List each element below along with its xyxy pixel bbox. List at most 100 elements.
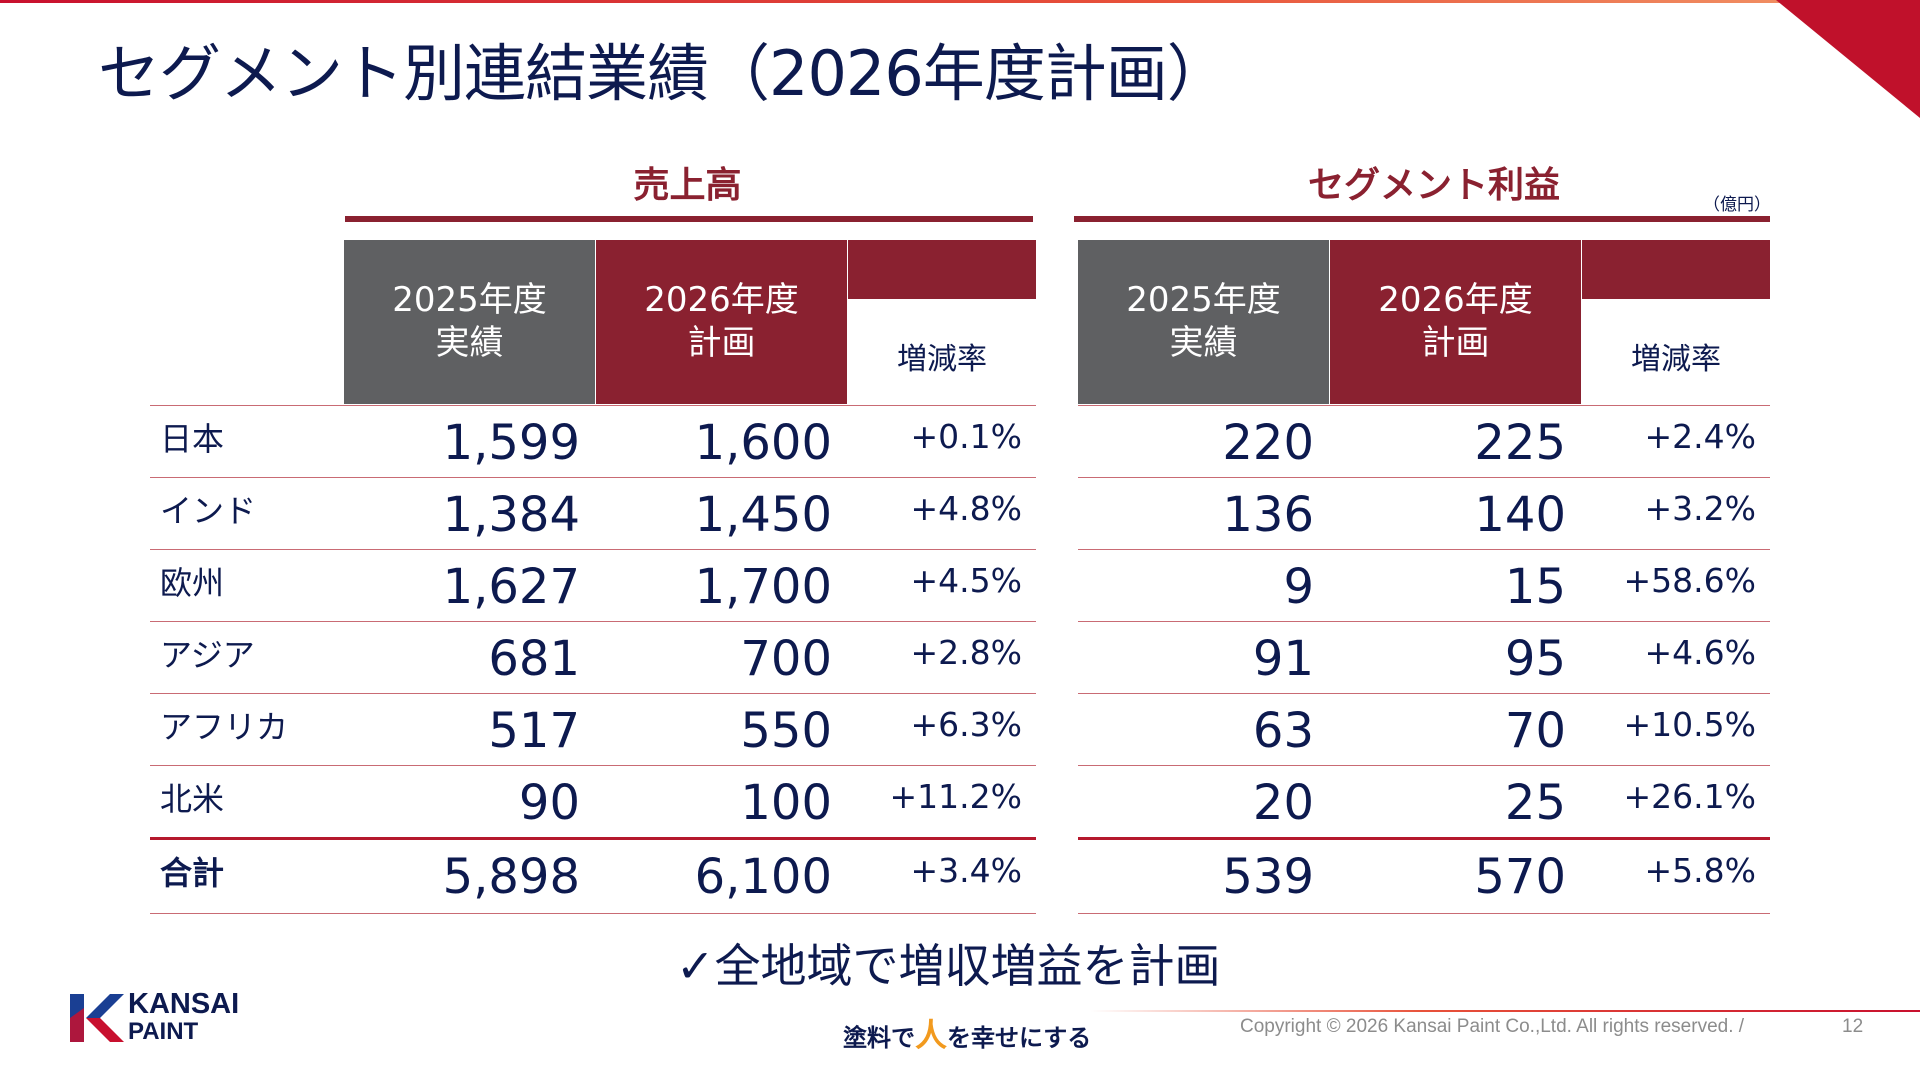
profit-plan-value: 95 [1504,631,1566,687]
profit-rate-header: 増減率 [1631,342,1721,377]
profit-plan-value: 140 [1474,487,1566,543]
page-number: 12 [1842,1016,1864,1037]
kansai-k-mark-icon [70,994,124,1042]
profit-rate-header-cap [1582,240,1770,299]
profit-rate-value: +2.4% [1644,417,1757,456]
sales-rate-header: 増減率 [897,342,987,377]
profit-group-header: セグメント利益 [1307,165,1560,206]
sales-actual-header-kind: 実績 [435,323,504,363]
total-divider [1078,837,1770,840]
profit-rate-value: +10.5% [1623,705,1756,744]
sales-plan-header-year: 2026年度 [644,280,799,320]
total-sales-plan-value: 6,100 [694,849,832,905]
profit-actual-value: 91 [1252,631,1314,687]
tagline-after: を幸せにする [947,1024,1092,1052]
sales-rate-value: +4.5% [910,561,1023,600]
sales-plan-header: 2026年度 計画 [596,240,847,404]
sales-plan-header-kind: 計画 [687,323,756,363]
tagline-before: 塗料で [843,1024,915,1052]
sales-actual-value: 1,627 [442,559,580,615]
sales-rate-value: +11.2% [889,777,1022,816]
unit-label: （億円） [1703,195,1771,215]
profit-actual-header-year: 2025年度 [1126,280,1281,320]
row-divider [1078,477,1770,478]
sales-actual-value: 1,599 [442,415,580,471]
row-divider [1078,621,1770,622]
logo-text-paint: PAINT [128,1018,199,1045]
region-label: アフリカ [160,708,289,746]
top-accent-line [0,0,1920,3]
sales-actual-header-year: 2025年度 [392,280,547,320]
sales-actual-value: 90 [518,775,580,831]
region-label: 日本 [160,420,225,458]
sales-rate-value: +0.1% [910,417,1023,456]
total-region-label: 合計 [160,854,225,892]
footer-accent-line [1090,1010,1920,1012]
tagline-highlight: 人 [915,1016,948,1054]
total-profit-plan-value: 570 [1474,849,1566,905]
sales-rate-value: +4.8% [910,489,1023,528]
sales-group-header: 売上高 [633,165,742,206]
kansai-paint-logo: KANSAI PAINT [70,988,270,1048]
sales-actual-value: 681 [488,631,580,687]
profit-actual-value: 63 [1252,703,1314,759]
row-divider [1078,765,1770,766]
row-divider [150,549,1036,550]
profit-plan-value: 15 [1504,559,1566,615]
page-title: セグメント別連結業績（2026年度計画） [98,37,1229,110]
profit-actual-value: 9 [1283,559,1314,615]
total-sales-actual-value: 5,898 [442,849,580,905]
profit-actual-value: 136 [1222,487,1314,543]
sales-rate-header-cap [848,240,1036,299]
sales-rate-value: +2.8% [910,633,1023,672]
tagline: 塗料で人を幸せにする [843,1010,1091,1056]
region-label: 欧州 [160,564,225,602]
copyright-text: Copyright © 2026 Kansai Paint Co.,Ltd. A… [1240,1016,1745,1037]
summary-note: ✓全地域で増収増益を計画 [676,939,1221,993]
profit-rate-value: +3.2% [1644,489,1757,528]
profit-group-underline [1074,216,1770,222]
total-profit-actual-value: 539 [1222,849,1314,905]
sales-plan-value: 1,450 [694,487,832,543]
sales-group-underline [345,216,1033,222]
region-label: インド [160,492,257,530]
sales-actual-value: 1,384 [442,487,580,543]
profit-plan-header-kind: 計画 [1421,323,1490,363]
row-divider [150,477,1036,478]
sales-plan-value: 700 [740,631,832,687]
sales-plan-value: 1,600 [694,415,832,471]
total-profit-rate-value: +5.8% [1644,851,1757,890]
row-divider [150,621,1036,622]
total-divider [150,837,1036,840]
sales-actual-value: 517 [488,703,580,759]
row-divider [1078,405,1770,406]
profit-plan-value: 225 [1474,415,1566,471]
region-label: アジア [160,636,255,674]
profit-plan-header: 2026年度 計画 [1330,240,1581,404]
total-sales-rate-value: +3.4% [910,851,1023,890]
profit-rate-value: +26.1% [1623,777,1756,816]
sales-rate-value: +6.3% [910,705,1023,744]
row-divider [150,693,1036,694]
sales-actual-header: 2025年度 実績 [344,240,595,404]
profit-plan-value: 25 [1504,775,1566,831]
row-divider [1078,693,1770,694]
profit-rate-value: +4.6% [1644,633,1757,672]
profit-actual-value: 20 [1252,775,1314,831]
row-divider [1078,913,1770,914]
logo-text-kansai: KANSAI [128,988,240,1020]
row-divider [1078,549,1770,550]
profit-plan-value: 70 [1504,703,1566,759]
row-divider [150,765,1036,766]
sales-plan-value: 550 [740,703,832,759]
sales-plan-value: 1,700 [694,559,832,615]
row-divider [150,405,1036,406]
row-divider [150,913,1036,914]
profit-actual-value: 220 [1222,415,1314,471]
profit-actual-header-kind: 実績 [1169,323,1238,363]
region-label: 北米 [160,780,225,818]
corner-decoration [1776,0,1920,118]
profit-plan-header-year: 2026年度 [1378,280,1533,320]
profit-actual-header: 2025年度 実績 [1078,240,1329,404]
sales-plan-value: 100 [740,775,832,831]
